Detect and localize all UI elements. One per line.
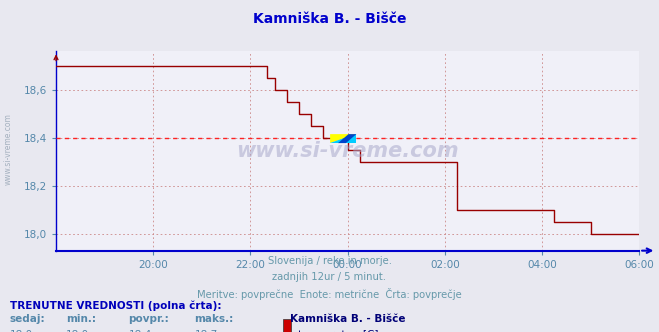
Polygon shape [338, 134, 357, 143]
Text: Kamniška B. - Bišče: Kamniška B. - Bišče [290, 314, 405, 324]
Text: temperatura[C]: temperatura[C] [298, 330, 380, 332]
Text: min.:: min.: [66, 314, 96, 324]
Polygon shape [330, 134, 357, 143]
Text: www.si-vreme.com: www.si-vreme.com [237, 141, 459, 161]
Text: Kamniška B. - Bišče: Kamniška B. - Bišče [253, 12, 406, 26]
Text: zadnjih 12ur / 5 minut.: zadnjih 12ur / 5 minut. [273, 272, 386, 282]
Polygon shape [330, 134, 357, 143]
Text: TRENUTNE VREDNOSTI (polna črta):: TRENUTNE VREDNOSTI (polna črta): [10, 300, 221, 311]
Text: 18,0: 18,0 [10, 330, 33, 332]
Text: 18,0: 18,0 [66, 330, 89, 332]
Text: Slovenija / reke in morje.: Slovenija / reke in morje. [268, 256, 391, 266]
Text: 18,4: 18,4 [129, 330, 152, 332]
Text: povpr.:: povpr.: [129, 314, 169, 324]
Text: 18,7: 18,7 [194, 330, 217, 332]
Text: Meritve: povprečne  Enote: metrične  Črta: povprečje: Meritve: povprečne Enote: metrične Črta:… [197, 288, 462, 300]
Text: www.si-vreme.com: www.si-vreme.com [4, 114, 13, 185]
Text: sedaj:: sedaj: [10, 314, 45, 324]
Text: maks.:: maks.: [194, 314, 234, 324]
